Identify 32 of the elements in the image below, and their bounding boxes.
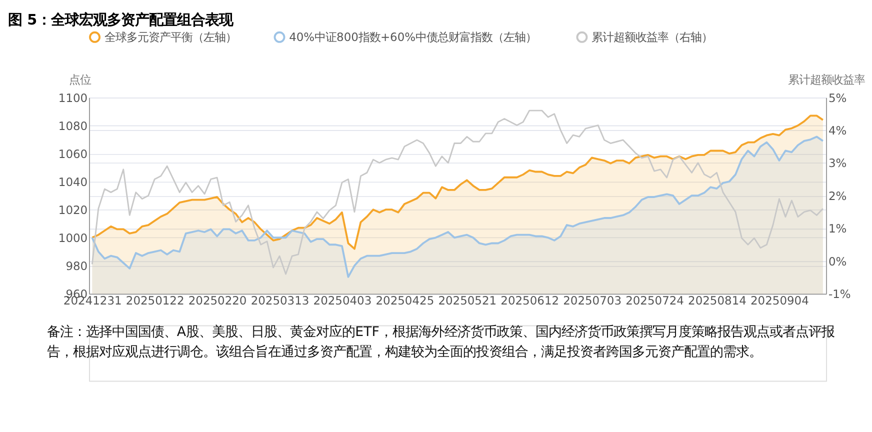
x-tick-label: 20250521 [438,294,497,308]
y-tick-label: 1020 [58,202,88,217]
x-tick-label: 20250313 [250,294,310,308]
y-tick-label: 1080 [58,118,88,133]
y-tick-label: 1000 [58,230,88,245]
x-tick-label: 20250425 [376,294,434,308]
y2-tick-label: 1% [828,222,847,236]
y-tick-label: 1060 [58,146,88,161]
x-tick-label: 20250122 [126,294,184,308]
x-tick-label: 20250904 [750,294,809,308]
y2-tick-label: -1% [828,287,851,302]
legend-label: 40%中证800指数+60%中债总财富指数（左轴） [289,30,537,44]
y2-axis-title: 累计超额收益率 [788,72,866,87]
y-axis-title: 点位 [68,72,91,87]
x-tick-label: 20250403 [313,294,372,308]
y-tick-label: 1100 [58,90,88,105]
legend-label: 全球多元资产平衡（左轴） [104,30,236,44]
y2-tick-label: 4% [828,123,847,138]
y2-tick-label: 3% [828,156,847,170]
y2-tick-label: 2% [828,188,847,203]
text: 备注：选择中国国债、A股、美股、日股、黄金对应的ETF，根据海外经济货币政策、国内经济货币政策撰写月度策略报告观点或者点评报告，根据对应观点进行调仓。该组合旨在通过多资产配置，构建较为全面的投资组合，满足投资者跨国多元资产配置的需求。 [46,324,834,360]
x-tick-label: 20250724 [626,294,684,308]
x-tick-label: 20250612 [500,294,560,308]
x-tick-label: 20250814 [688,294,746,308]
x-tick-label: 20250220 [188,294,247,308]
y-tick-label: 1040 [58,174,88,189]
y2-tick-label: 5% [828,90,847,105]
chart-title: 图 5：全球宏观多资产配置组合表现 [8,12,234,29]
y2-tick-label: 0% [828,254,847,268]
x-tick-label: 20250703 [563,294,622,308]
legend-label: 累计超额收益率（右轴） [592,30,713,44]
y-tick-label: 980 [66,258,88,273]
